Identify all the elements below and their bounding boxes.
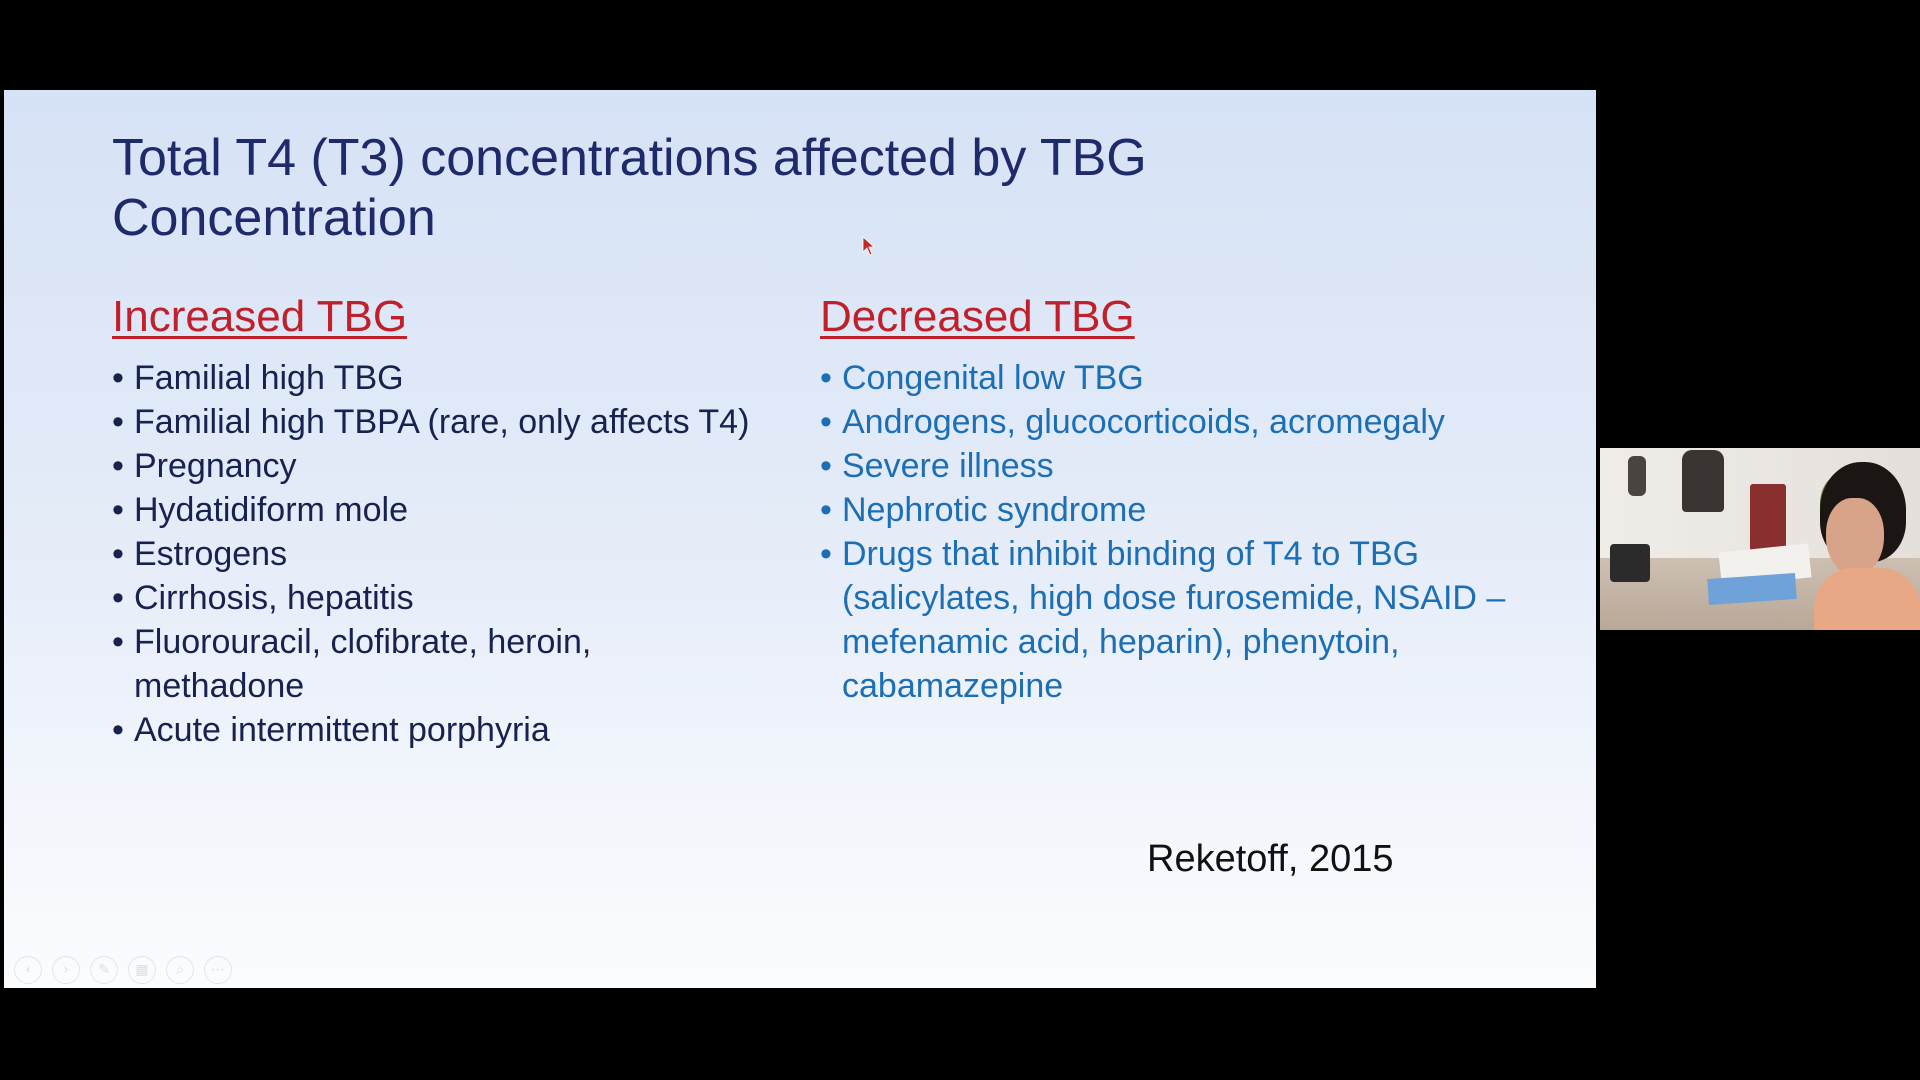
presentation-slide: Total T4 (T3) concentrations affected by… <box>4 90 1596 988</box>
bullet-icon: • <box>112 491 124 529</box>
bullet-icon: • <box>112 403 124 441</box>
list-item: • Pregnancy <box>112 444 752 488</box>
list-item: • Androgens, glucocorticoids, acromegaly <box>820 400 1540 444</box>
cam-shelf <box>1750 484 1786 554</box>
list-item: • Hydatidiform mole <box>112 488 752 532</box>
webcam-video <box>1600 448 1920 630</box>
list-item: • Familial high TBPA (rare, only affects … <box>112 400 752 444</box>
zoom-icon[interactable]: ⌕ <box>166 956 194 984</box>
increased-tbg-list: • Familial high TBG • Familial high TBPA (… <box>112 356 752 752</box>
cam-person-face <box>1826 498 1884 576</box>
pen-icon[interactable]: ✎ <box>90 956 118 984</box>
slide-title: Total T4 (T3) concentrations affected by… <box>112 128 1512 248</box>
list-item: • Nephrotic syndrome <box>820 488 1540 532</box>
citation: Reketoff, 2015 <box>1147 838 1394 880</box>
bullet-icon: • <box>112 623 124 661</box>
next-icon[interactable]: › <box>52 956 80 984</box>
bullet-icon: • <box>112 447 124 485</box>
list-item: • Cirrhosis, hepatitis <box>112 576 752 620</box>
bullet-icon: • <box>112 535 124 573</box>
cam-coat-2 <box>1628 456 1646 496</box>
list-item: • Familial high TBG <box>112 356 752 400</box>
bullet-icon: • <box>820 491 832 529</box>
list-item: • Drugs that inhibit binding of T4 to TBG… <box>820 532 1540 708</box>
cam-coat <box>1682 450 1724 512</box>
slides-icon[interactable]: ▦ <box>128 956 156 984</box>
bullet-icon: • <box>820 535 832 573</box>
slide-title-line-2: Concentration <box>112 189 436 247</box>
bullet-icon: • <box>112 359 124 397</box>
increased-tbg-heading: Increased TBG <box>112 292 408 341</box>
bullet-icon: • <box>820 403 832 441</box>
slide-title-line-1: Total T4 (T3) concentrations affected by… <box>112 129 1147 187</box>
bullet-icon: • <box>112 579 124 617</box>
bullet-icon: • <box>820 359 832 397</box>
list-item: • Acute intermittent porphyria <box>112 708 752 752</box>
slideshow-toolbar: ‹ › ✎ ▦ ⌕ ⋯ <box>14 956 232 984</box>
cam-phone <box>1610 544 1650 582</box>
bullet-icon: • <box>820 447 832 485</box>
decreased-tbg-heading: Decreased TBG <box>820 292 1135 341</box>
list-item: • Severe illness <box>820 444 1540 488</box>
decreased-tbg-list: • Congenital low TBG • Androgens, glucocor… <box>820 356 1540 708</box>
bullet-icon: • <box>112 711 124 749</box>
previous-icon[interactable]: ‹ <box>14 956 42 984</box>
mouse-pointer-icon <box>862 236 876 256</box>
list-item: • Estrogens <box>112 532 752 576</box>
more-icon[interactable]: ⋯ <box>204 956 232 984</box>
cam-person-body <box>1814 568 1920 630</box>
decreased-tbg-column: Decreased TBG • Congenital low TBG • Andro… <box>820 290 1540 708</box>
increased-tbg-column: Increased TBG • Familial high TBG • Famili… <box>112 290 752 752</box>
list-item: • Congenital low TBG <box>820 356 1540 400</box>
list-item: • Fluorouracil, clofibrate, heroin, metha… <box>112 620 752 708</box>
